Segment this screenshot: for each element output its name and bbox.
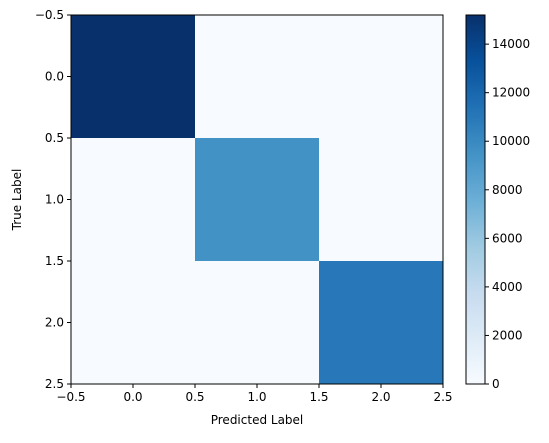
colorbar-tick-label: 4000 xyxy=(492,280,523,294)
heatmap-cell-2-2 xyxy=(319,261,443,384)
colorbar-tick-label: 0 xyxy=(492,377,500,391)
x-tick-label: −0.5 xyxy=(56,390,85,404)
x-tick-label: 1.0 xyxy=(247,390,266,404)
colorbar xyxy=(465,14,486,385)
heatmap-cell-2-1 xyxy=(195,261,319,384)
y-tick-label: 2.5 xyxy=(45,377,64,391)
heatmap-cell-2-0 xyxy=(71,261,195,384)
heatmap-cells xyxy=(71,15,443,384)
colorbar-ticks: 0 2000 4000 6000 8000 10000 12000 14000 xyxy=(485,37,530,391)
colorbar-tick-label: 10000 xyxy=(492,134,530,148)
y-tick-label: 1.5 xyxy=(45,254,64,268)
heatmap-cell-1-2 xyxy=(319,138,443,261)
colorbar-tick-label: 8000 xyxy=(492,183,523,197)
colorbar-tick-label: 12000 xyxy=(492,86,530,100)
colorbar-tick-label: 2000 xyxy=(492,328,523,342)
x-tick-label: 0.0 xyxy=(123,390,142,404)
x-tick-label: 0.5 xyxy=(185,390,204,404)
y-tick-label: 2.0 xyxy=(45,316,64,330)
x-tick-label: 2.0 xyxy=(371,390,390,404)
y-tick-label: 0.5 xyxy=(45,131,64,145)
x-tick-label: 1.5 xyxy=(309,390,328,404)
heatmap-cell-0-1 xyxy=(195,15,319,138)
x-axis-label: Predicted Label xyxy=(211,413,304,427)
y-axis-ticks: −0.5 0.0 0.5 1.0 1.5 2.0 2.5 xyxy=(35,8,71,391)
y-tick-label: 1.0 xyxy=(45,193,64,207)
heatmap-cell-0-2 xyxy=(319,15,443,138)
x-axis-ticks: −0.5 0.0 0.5 1.0 1.5 2.0 2.5 xyxy=(56,384,453,404)
colorbar-tick-label: 14000 xyxy=(492,37,530,51)
heatmap-cell-1-0 xyxy=(71,138,195,261)
y-axis-label: True Label xyxy=(10,169,24,232)
y-tick-label: 0.0 xyxy=(45,70,64,84)
heatmap-cell-1-1 xyxy=(195,138,319,261)
heatmap-cell-0-0 xyxy=(71,15,195,138)
y-tick-label: −0.5 xyxy=(35,8,64,22)
colorbar-tick-label: 6000 xyxy=(492,231,523,245)
x-tick-label: 2.5 xyxy=(433,390,452,404)
